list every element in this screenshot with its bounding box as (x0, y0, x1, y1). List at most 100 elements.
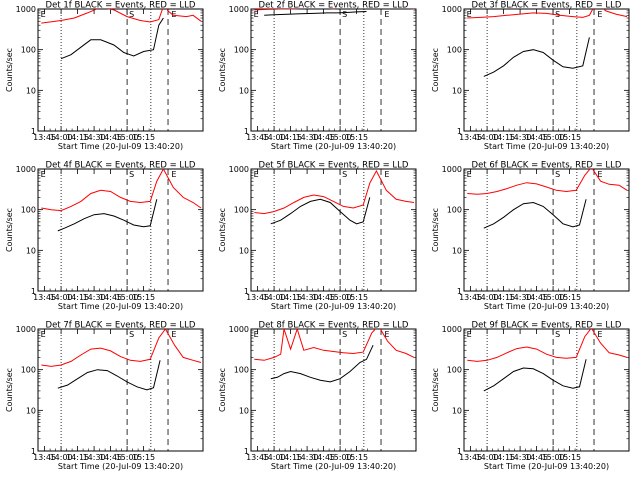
x-tick-label: 14:15 (492, 133, 515, 142)
events-series-line (60, 17, 164, 60)
y-tick-label: 10 (452, 86, 462, 95)
event-marker-label: S (129, 10, 134, 19)
events-series-line (270, 197, 371, 225)
y-tick-label: 1000 (16, 165, 36, 174)
x-tick-label: 14:00 (50, 453, 73, 462)
x-tick-label: 14:15 (279, 453, 302, 462)
plot-title: Det 2f BLACK = Events, RED = LLD (259, 1, 409, 11)
x-axis-label: Start Time (20-Jul-09 13:40:20) (58, 302, 183, 311)
x-tick-label: 14:30 (509, 453, 532, 462)
x-tick-label: 13:45 (459, 293, 482, 302)
x-tick-label: 14:30 (509, 293, 532, 302)
y-tick-label: 100 (21, 366, 36, 375)
event-marker-label: S (342, 170, 347, 179)
plot-title: Det 3f BLACK = Events, RED = LLD (472, 1, 622, 11)
y-tick-label: 1 (244, 127, 249, 136)
plot-title: Det 6f BLACK = Events, RED = LLD (472, 161, 622, 171)
x-axis-label: Start Time (20-Jul-09 13:40:20) (484, 302, 609, 311)
event-marker-label: E (597, 170, 602, 179)
plot-title: Det 5f BLACK = Events, RED = LLD (259, 161, 409, 171)
y-tick-label: 100 (234, 206, 249, 215)
x-tick-label: 15:00 (329, 133, 352, 142)
event-marker-label: E (171, 170, 176, 179)
x-tick-label: 14:30 (296, 293, 319, 302)
y-tick-label: 1000 (442, 325, 462, 334)
plot-panel-4: Det 4f BLACK = Events, RED = LLD 1 10 100 10… (5, 161, 204, 311)
event-marker-label: E (254, 170, 259, 179)
x-axis-label: Start Time (20-Jul-09 13:40:20) (484, 462, 609, 471)
event-marker-label: S (555, 330, 560, 339)
y-axis-label: Counts/sec (218, 208, 227, 252)
x-tick-label: 14:30 (296, 453, 319, 462)
x-tick-label: 14:30 (296, 133, 319, 142)
y-tick-label: 10 (239, 406, 249, 415)
event-marker-label: E (467, 10, 472, 19)
event-marker-label: E (41, 10, 46, 19)
plot-frame (37, 328, 204, 452)
x-tick-label: 15:00 (116, 293, 139, 302)
event-marker-label: E (384, 10, 389, 19)
plot-title: Det 4f BLACK = Events, RED = LLD (46, 161, 196, 171)
plot-frame (463, 328, 630, 452)
y-tick-label: 10 (452, 406, 462, 415)
y-tick-label: 10 (26, 246, 36, 255)
x-tick-label: 14:45 (312, 453, 335, 462)
plot-panel-2: Det 2f BLACK = Events, RED = LLD 1 10 100 10… (218, 1, 417, 151)
event-marker-label: E (384, 170, 389, 179)
event-marker-label: E (384, 330, 389, 339)
y-tick-label: 100 (447, 366, 462, 375)
y-axis-label: Counts/sec (431, 368, 440, 412)
x-tick-label: 14:30 (83, 133, 106, 142)
plot-frame (463, 168, 630, 292)
y-tick-label: 10 (239, 86, 249, 95)
y-tick-label: 1000 (442, 5, 462, 14)
y-tick-label: 1 (457, 287, 462, 296)
x-tick-label: 15:15 (345, 293, 368, 302)
x-tick-label: 14:45 (312, 293, 335, 302)
x-tick-label: 15:15 (132, 453, 155, 462)
plot-frame (37, 8, 204, 132)
plot-title: Det 8f BLACK = Events, RED = LLD (259, 321, 409, 331)
y-axis-label: Counts/sec (5, 208, 14, 252)
y-tick-label: 10 (26, 86, 36, 95)
x-tick-label: 14:00 (50, 293, 73, 302)
x-tick-label: 15:15 (345, 133, 368, 142)
x-tick-label: 15:00 (329, 453, 352, 462)
x-tick-label: 13:45 (459, 133, 482, 142)
lld-series-line (41, 9, 202, 24)
x-tick-label: 15:00 (542, 453, 565, 462)
y-tick-label: 1 (457, 447, 462, 456)
event-marker-label: E (467, 170, 472, 179)
y-axis-label: Counts/sec (431, 48, 440, 92)
event-marker-label: E (597, 10, 602, 19)
plot-frame (463, 8, 630, 132)
x-tick-label: 14:00 (50, 133, 73, 142)
x-tick-label: 15:15 (558, 133, 581, 142)
x-tick-label: 14:00 (476, 453, 499, 462)
x-tick-label: 14:45 (312, 133, 335, 142)
x-tick-label: 14:00 (476, 293, 499, 302)
x-tick-label: 14:15 (66, 293, 89, 302)
x-tick-label: 13:45 (33, 293, 56, 302)
plot-panel-9: Det 9f BLACK = Events, RED = LLD 1 10 100 10… (431, 321, 630, 471)
x-tick-label: 14:00 (476, 133, 499, 142)
y-axis-label: Counts/sec (218, 48, 227, 92)
x-tick-label: 15:00 (542, 293, 565, 302)
event-marker-label: S (555, 170, 560, 179)
x-tick-label: 13:45 (33, 453, 56, 462)
y-tick-label: 100 (21, 206, 36, 215)
x-tick-label: 15:15 (558, 453, 581, 462)
y-tick-label: 100 (447, 46, 462, 55)
y-tick-label: 1000 (229, 165, 249, 174)
x-tick-label: 14:45 (525, 133, 548, 142)
y-tick-label: 1 (244, 447, 249, 456)
y-axis-label: Counts/sec (5, 368, 14, 412)
x-tick-label: 14:45 (99, 453, 122, 462)
x-tick-label: 13:45 (246, 133, 269, 142)
x-tick-label: 14:15 (66, 453, 89, 462)
lld-series-line (467, 9, 628, 19)
x-tick-label: 13:45 (459, 453, 482, 462)
x-tick-label: 15:00 (542, 133, 565, 142)
x-tick-label: 15:00 (329, 293, 352, 302)
